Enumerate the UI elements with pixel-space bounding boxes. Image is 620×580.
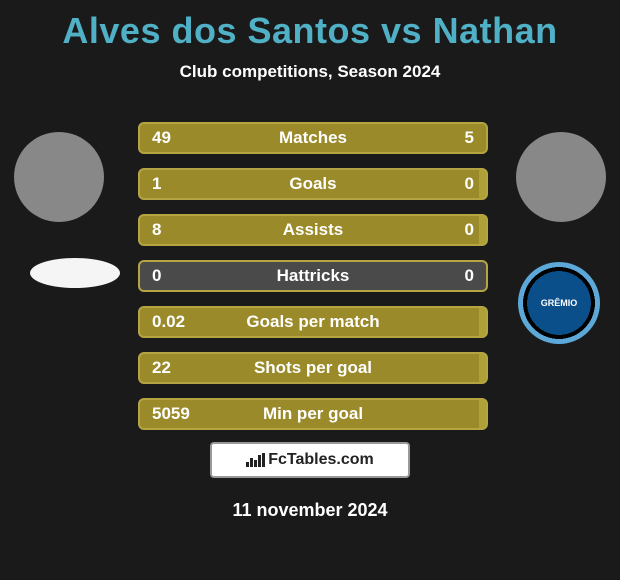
footer-brand-box: FcTables.com bbox=[210, 442, 410, 478]
stat-label: Goals bbox=[140, 174, 486, 194]
comparison-title: Alves dos Santos vs Nathan bbox=[0, 0, 620, 52]
stat-label: Assists bbox=[140, 220, 486, 240]
chart-bars-icon bbox=[246, 453, 264, 467]
footer-date: 11 november 2024 bbox=[232, 500, 387, 521]
stat-right-value: 5 bbox=[465, 128, 474, 148]
stat-row: 1Goals0 bbox=[138, 168, 488, 200]
player1-avatar bbox=[14, 132, 104, 222]
player2-club-badge: GRÊMIO bbox=[518, 262, 600, 344]
stat-right-value: 0 bbox=[465, 266, 474, 286]
stat-row: 0.02Goals per match bbox=[138, 306, 488, 338]
stat-label: Shots per goal bbox=[140, 358, 486, 378]
stat-label: Goals per match bbox=[140, 312, 486, 332]
footer-brand-text: FcTables.com bbox=[268, 451, 374, 469]
player1-club-badge bbox=[30, 258, 120, 288]
vs-text: vs bbox=[381, 10, 422, 51]
player1-name: Alves dos Santos bbox=[62, 10, 370, 51]
stats-container: 49Matches51Goals08Assists00Hattricks00.0… bbox=[138, 122, 488, 444]
stat-right-value: 0 bbox=[465, 220, 474, 240]
stat-row: 0Hattricks0 bbox=[138, 260, 488, 292]
stat-row: 22Shots per goal bbox=[138, 352, 488, 384]
stat-row: 49Matches5 bbox=[138, 122, 488, 154]
stat-label: Hattricks bbox=[140, 266, 486, 286]
subtitle: Club competitions, Season 2024 bbox=[0, 62, 620, 82]
stat-row: 8Assists0 bbox=[138, 214, 488, 246]
stat-label: Min per goal bbox=[140, 404, 486, 424]
stat-row: 5059Min per goal bbox=[138, 398, 488, 430]
club-right-label: GRÊMIO bbox=[541, 298, 578, 308]
stat-right-value: 0 bbox=[465, 174, 474, 194]
player2-name: Nathan bbox=[433, 10, 558, 51]
stat-label: Matches bbox=[140, 128, 486, 148]
player2-avatar bbox=[516, 132, 606, 222]
